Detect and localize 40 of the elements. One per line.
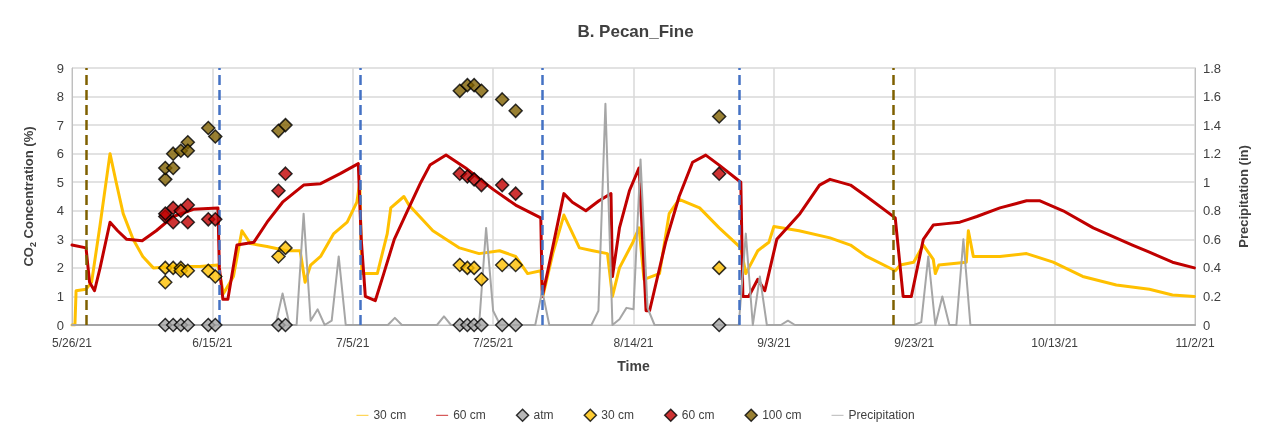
y2-tick-label: 1.2 xyxy=(1203,146,1222,162)
y2-tick-label: 1.6 xyxy=(1203,89,1222,105)
y2-tick-label: 1.8 xyxy=(1203,60,1222,76)
y-tick-label: 6 xyxy=(56,146,64,162)
x-tick-label: 7/25/21 xyxy=(473,336,514,350)
y2-tick-label: 0.2 xyxy=(1203,288,1222,304)
y2-axis-title: Precipitation (in) xyxy=(1236,145,1251,248)
x-tick-label: 11/2/21 xyxy=(1175,336,1215,350)
y2-tick-label: 1.4 xyxy=(1203,117,1222,133)
y2-tick-label: 0.4 xyxy=(1203,260,1222,276)
x-tick-label: 8/14/21 xyxy=(613,336,654,350)
x-axis-title: Time xyxy=(617,358,650,374)
y-axis-title: CO2 Concentration (%) xyxy=(21,126,38,267)
y-tick-label: 0 xyxy=(56,317,64,333)
y-tick-label: 9 xyxy=(56,60,64,76)
y-tick-label: 3 xyxy=(56,231,64,247)
y2-tick-label: 0 xyxy=(1203,317,1211,333)
y-tick-label: 2 xyxy=(56,260,64,276)
x-tick-label: 9/3/21 xyxy=(757,336,791,350)
y-tick-label: 4 xyxy=(56,203,64,219)
y-tick-label: 8 xyxy=(56,89,64,105)
legend-label: 60 cm xyxy=(681,408,715,423)
chart-title: B. Pecan_Fine xyxy=(577,22,694,41)
x-tick-label: 9/23/21 xyxy=(894,336,935,350)
legend-label: atm xyxy=(533,408,554,423)
x-tick-label: 6/15/21 xyxy=(192,336,233,350)
legend-label: 60 cm xyxy=(453,408,486,423)
x-tick-label: 5/26/21 xyxy=(51,336,93,350)
y2-tick-label: 0.6 xyxy=(1203,231,1222,247)
y2-tick-label: 1 xyxy=(1203,174,1211,190)
legend-label: Precipitation xyxy=(848,408,915,423)
y-tick-label: 7 xyxy=(56,117,64,133)
legend-label: 30 cm xyxy=(373,408,407,423)
y2-tick-label: 0.8 xyxy=(1203,203,1222,219)
y-tick-label: 1 xyxy=(56,288,64,304)
y-tick-label: 5 xyxy=(56,174,64,190)
legend-label: 100 cm xyxy=(762,408,802,423)
legend-label: 30 cm xyxy=(601,408,634,423)
x-tick-label: 7/5/21 xyxy=(336,336,370,350)
x-tick-label: 10/13/21 xyxy=(1031,336,1079,350)
